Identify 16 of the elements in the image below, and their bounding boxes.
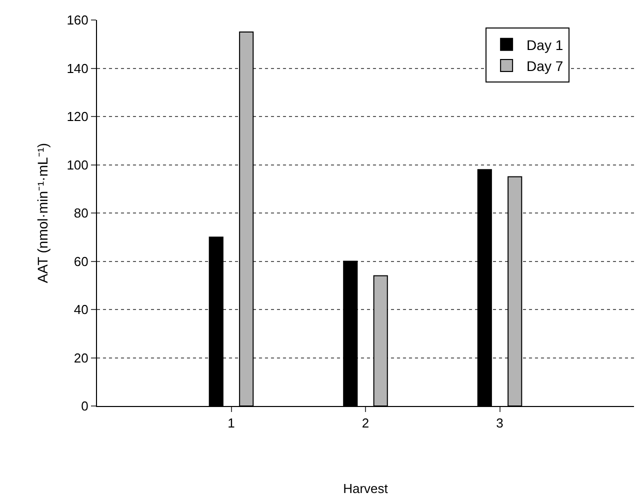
y-tick-label: 80 (74, 206, 88, 221)
y-axis-title: AAT (nmol·min⁻¹·mL⁻¹) (34, 142, 50, 284)
y-tick-label: 60 (74, 254, 88, 269)
y-tick-label: 0 (81, 398, 88, 414)
y-tick-label: 20 (74, 350, 88, 366)
x-tick-label: 2 (362, 416, 370, 431)
y-tick-label: 40 (74, 302, 88, 318)
x-tick-label: 1 (228, 416, 235, 431)
legend-label: Day 1 (526, 36, 564, 53)
y-tick-label: 160 (66, 12, 88, 28)
legend-label: Day 7 (526, 58, 564, 74)
x-tick-label: 3 (496, 416, 504, 431)
y-tick-label: 140 (66, 60, 88, 76)
x-axis-title: Harvest (343, 481, 388, 496)
y-tick-label: 100 (66, 157, 88, 172)
y-tick-label: 120 (66, 109, 88, 124)
